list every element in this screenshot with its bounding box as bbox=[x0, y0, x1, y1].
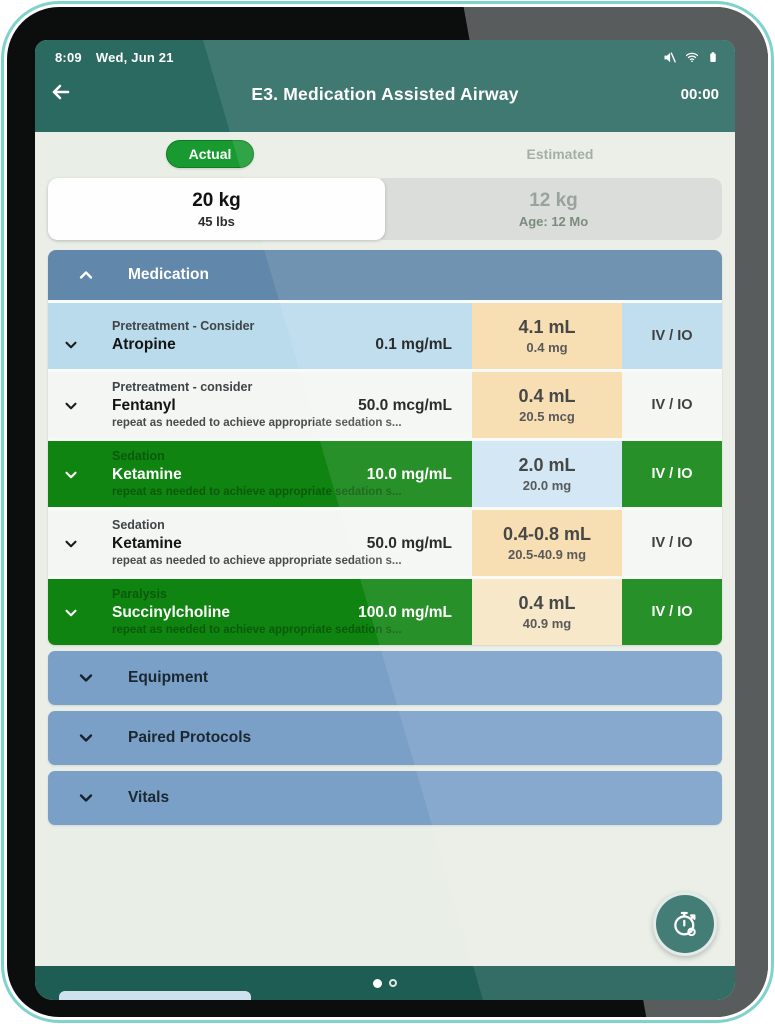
app-bar: E3. Medication Assisted Airway 00:00 bbox=[35, 68, 735, 132]
route-cell: IV / IO bbox=[651, 604, 693, 620]
chevron-down-icon bbox=[76, 788, 96, 808]
accordion-list: Medication Pretreatment - Consider Atrop… bbox=[35, 240, 735, 825]
paired-protocols-section-header[interactable]: Paired Protocols bbox=[48, 711, 722, 765]
medication-concentration: 0.1 mg/mL bbox=[375, 335, 452, 353]
medication-name: Atropine bbox=[112, 335, 176, 353]
weight-mode-toggle: Actual Estimated bbox=[35, 132, 735, 176]
dose-volume: 0.4 mL bbox=[518, 593, 576, 613]
estimated-weight-detail: Age: 12 Mo bbox=[518, 213, 589, 229]
medication-concentration: 50.0 mg/mL bbox=[366, 535, 452, 553]
page-title: E3. Medication Assisted Airway bbox=[251, 83, 519, 104]
medication-row-fentanyl[interactable]: Pretreatment - consider Fentanyl 50.0 mc… bbox=[48, 372, 722, 438]
chevron-down-icon bbox=[76, 728, 96, 748]
medication-name: Ketamine bbox=[112, 466, 182, 484]
app-header: 8:09 Wed, Jun 21 bbox=[35, 40, 735, 132]
actual-weight-detail: 45 lbs bbox=[198, 213, 235, 229]
medication-section-header[interactable]: Medication bbox=[48, 250, 722, 300]
weight-cards: 20 kg 45 lbs 12 kg Age: 12 Mo bbox=[48, 178, 722, 240]
medication-section: Medication Pretreatment - Consider Atrop… bbox=[48, 250, 722, 645]
session-timer: 00:00 bbox=[680, 86, 719, 103]
route-cell: IV / IO bbox=[651, 466, 693, 482]
chevron-down-icon[interactable] bbox=[62, 466, 84, 484]
dose-volume: 2.0 mL bbox=[518, 455, 576, 475]
equipment-section-label: Equipment bbox=[128, 669, 209, 686]
dose-cell: 0.4 mL 40.9 mg bbox=[472, 579, 622, 645]
route-cell: IV / IO bbox=[651, 328, 693, 344]
medication-note: repeat as needed to achieve appropriate … bbox=[112, 624, 402, 637]
medication-concentration: 10.0 mg/mL bbox=[366, 466, 452, 484]
estimated-toggle-label[interactable]: Estimated bbox=[526, 146, 594, 162]
medication-row-atropine[interactable]: Pretreatment - Consider Atropine 0.1 mg/… bbox=[48, 303, 722, 369]
vitals-section-label: Vitals bbox=[128, 789, 170, 806]
actual-toggle-button[interactable]: Actual bbox=[165, 140, 255, 168]
wifi-icon bbox=[684, 50, 700, 64]
back-button[interactable] bbox=[49, 80, 73, 107]
battery-icon bbox=[707, 49, 719, 65]
page-dot-active bbox=[373, 978, 382, 988]
chevron-down-icon bbox=[76, 668, 96, 688]
estimated-weight-value: 12 kg bbox=[529, 189, 578, 211]
vitals-section-header[interactable]: Vitals bbox=[48, 771, 722, 825]
status-date: Wed, Jun 21 bbox=[95, 49, 174, 65]
medication-note: repeat as needed to achieve appropriate … bbox=[112, 555, 402, 568]
chevron-down-icon[interactable] bbox=[62, 604, 84, 622]
medication-category: Sedation bbox=[112, 449, 165, 464]
equipment-section-header[interactable]: Equipment bbox=[48, 651, 722, 705]
actual-weight-card[interactable]: 20 kg 45 lbs bbox=[48, 178, 385, 240]
dose-volume: 0.4 mL bbox=[518, 386, 576, 406]
dose-amount: 40.9 mg bbox=[522, 616, 572, 631]
volume-muted-icon bbox=[662, 50, 677, 65]
medication-row-ketamine-50[interactable]: Sedation Ketamine 50.0 mg/mL repeat as n… bbox=[48, 510, 722, 576]
dose-cell: 0.4 mL 20.5 mcg bbox=[472, 372, 622, 438]
paired-protocols-section-label: Paired Protocols bbox=[128, 729, 252, 746]
chevron-down-icon[interactable] bbox=[62, 336, 84, 354]
medication-name: Ketamine bbox=[112, 535, 182, 553]
arrow-left-icon bbox=[52, 84, 70, 100]
chevron-up-icon bbox=[76, 265, 96, 285]
timer-fab-button[interactable] bbox=[653, 892, 717, 956]
dose-volume: 0.4-0.8 mL bbox=[502, 524, 592, 544]
medication-category: Pretreatment - consider bbox=[112, 380, 253, 395]
stopwatch-icon bbox=[674, 911, 696, 937]
dose-amount: 20.5-40.9 mg bbox=[507, 547, 587, 562]
medication-concentration: 100.0 mg/mL bbox=[358, 604, 452, 622]
bottom-sheet-handle[interactable] bbox=[59, 991, 251, 1000]
medication-category: Paralysis bbox=[112, 587, 167, 602]
bottom-bar bbox=[35, 966, 735, 1000]
dose-amount: 20.5 mcg bbox=[519, 409, 575, 424]
page-indicator bbox=[373, 978, 397, 988]
medication-row-ketamine-10[interactable]: Sedation Ketamine 10.0 mg/mL repeat as n… bbox=[48, 441, 722, 507]
medication-section-label: Medication bbox=[128, 266, 209, 283]
app-screen: 8:09 Wed, Jun 21 bbox=[35, 40, 735, 1000]
medication-note: repeat as needed to achieve appropriate … bbox=[112, 417, 402, 430]
chevron-down-icon[interactable] bbox=[62, 535, 84, 553]
actual-weight-value: 20 kg bbox=[192, 189, 241, 211]
dose-cell: 0.4-0.8 mL 20.5-40.9 mg bbox=[472, 510, 622, 576]
dose-cell: 2.0 mL 20.0 mg bbox=[472, 441, 622, 507]
dose-volume: 4.1 mL bbox=[518, 317, 576, 337]
status-bar: 8:09 Wed, Jun 21 bbox=[35, 40, 735, 68]
chevron-down-icon[interactable] bbox=[62, 397, 84, 415]
medication-name: Fentanyl bbox=[112, 397, 176, 415]
dose-amount: 0.4 mg bbox=[526, 340, 568, 355]
dose-amount: 20.0 mg bbox=[522, 478, 572, 493]
route-cell: IV / IO bbox=[651, 397, 693, 413]
medication-note: repeat as needed to achieve appropriate … bbox=[112, 486, 402, 499]
medication-category: Pretreatment - Consider bbox=[112, 319, 255, 334]
medication-name: Succinylcholine bbox=[112, 604, 231, 622]
medication-row-succinylcholine[interactable]: Paralysis Succinylcholine 100.0 mg/mL re… bbox=[48, 579, 722, 645]
page-dot-inactive bbox=[389, 979, 397, 987]
medication-category: Sedation bbox=[112, 518, 165, 533]
dose-cell: 4.1 mL 0.4 mg bbox=[472, 303, 622, 369]
status-time: 8:09 bbox=[55, 49, 82, 65]
medication-concentration: 50.0 mcg/mL bbox=[358, 397, 452, 415]
route-cell: IV / IO bbox=[651, 535, 693, 551]
estimated-weight-card[interactable]: 12 kg Age: 12 Mo bbox=[375, 178, 722, 240]
